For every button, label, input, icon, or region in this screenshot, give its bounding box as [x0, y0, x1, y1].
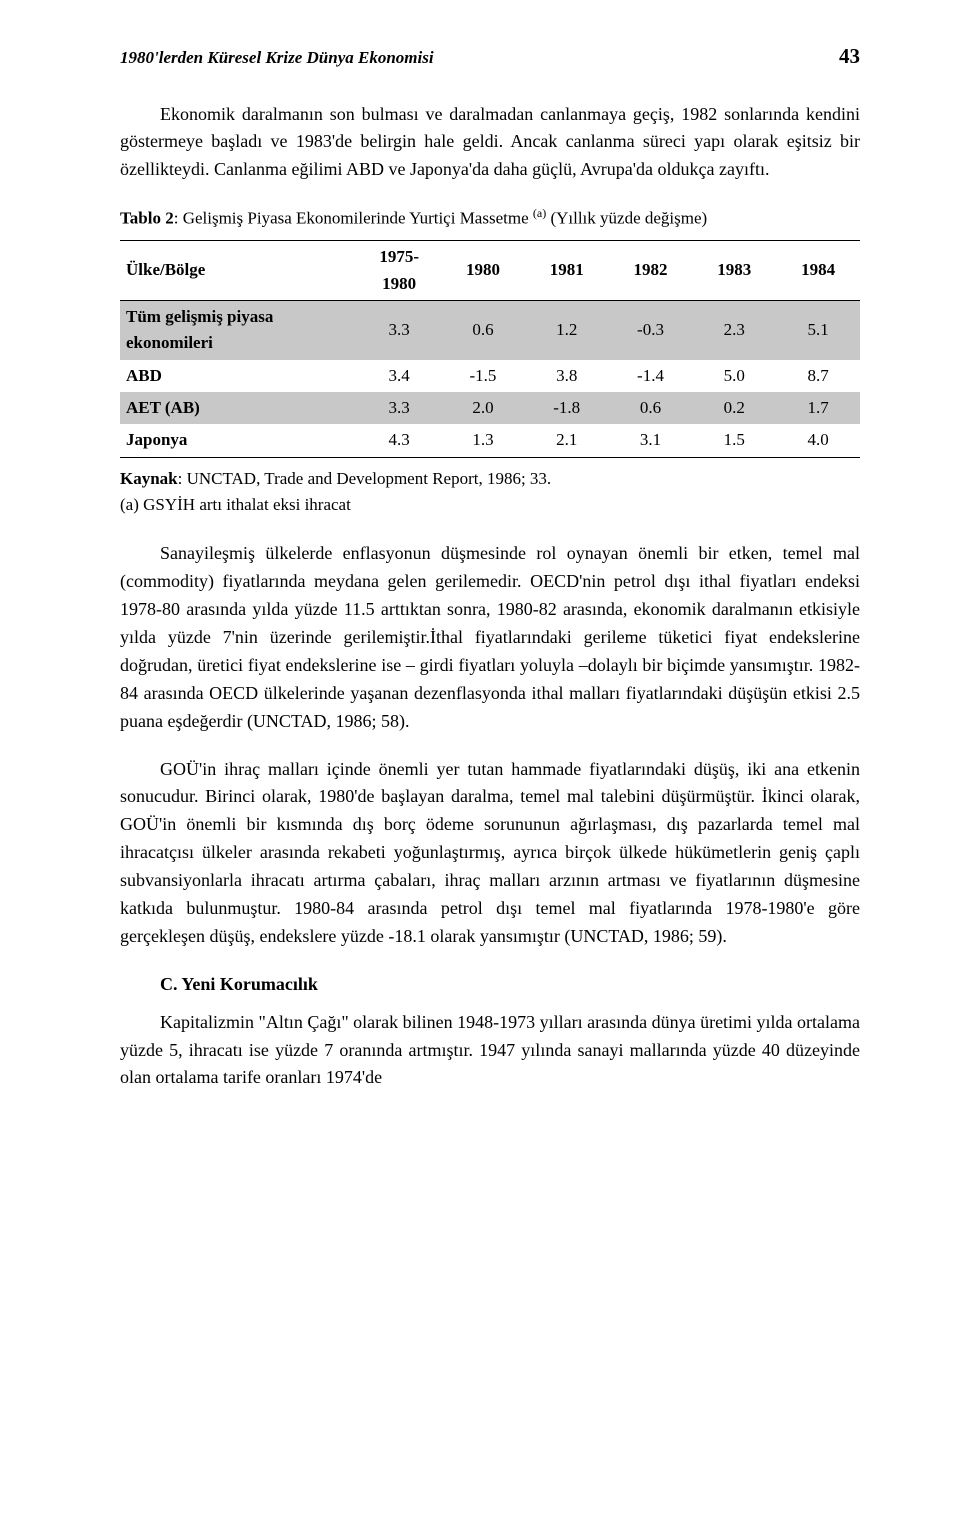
cell: 1.7 [776, 392, 860, 424]
cell: 4.0 [776, 424, 860, 457]
table-head: Ülke/Bölge1975-198019801981198219831984 [120, 241, 860, 301]
cell: 1.3 [441, 424, 525, 457]
col-header: 1983 [692, 241, 776, 301]
data-table: Ülke/Bölge1975-198019801981198219831984 … [120, 240, 860, 457]
header-title: 1980'lerden Küresel Krize Dünya Ekonomis… [120, 45, 434, 71]
col-header: 1981 [525, 241, 609, 301]
cell: 2.0 [441, 392, 525, 424]
cell: 3.1 [609, 424, 693, 457]
table-caption-sup: (a) [533, 206, 546, 220]
table-row: Japonya4.31.32.13.11.54.0 [120, 424, 860, 457]
cell: 2.3 [692, 300, 776, 359]
row-label: Tüm gelişmiş piyasa ekonomileri [120, 300, 357, 359]
source-label: Kaynak [120, 469, 178, 488]
table-caption-text: : Gelişmiş Piyasa Ekonomilerinde Yurtiçi… [174, 209, 533, 228]
table-caption: Tablo 2: Gelişmiş Piyasa Ekonomilerinde … [120, 204, 860, 232]
table-row: AET (AB)3.32.0-1.80.60.21.7 [120, 392, 860, 424]
col-header: 1975-1980 [357, 241, 441, 301]
cell: -1.5 [441, 360, 525, 392]
cell: 2.1 [525, 424, 609, 457]
row-label: AET (AB) [120, 392, 357, 424]
col-header: 1984 [776, 241, 860, 301]
cell: 3.3 [357, 392, 441, 424]
col-header: 1982 [609, 241, 693, 301]
table-source: Kaynak: UNCTAD, Trade and Development Re… [120, 466, 860, 492]
cell: 0.6 [441, 300, 525, 359]
cell: 1.5 [692, 424, 776, 457]
col-header: 1980 [441, 241, 525, 301]
cell: -0.3 [609, 300, 693, 359]
section-heading: C. Yeni Korumacılık [160, 971, 860, 999]
cell: 3.4 [357, 360, 441, 392]
paragraph-4: Kapitalizmin "Altın Çağı" olarak bilinen… [120, 1009, 860, 1093]
cell: 0.2 [692, 392, 776, 424]
cell: 3.3 [357, 300, 441, 359]
source-text: : UNCTAD, Trade and Development Report, … [178, 469, 552, 488]
cell: 4.3 [357, 424, 441, 457]
page-number: 43 [839, 40, 860, 73]
table-footnote: (a) GSYİH artı ithalat eksi ihracat [120, 492, 860, 518]
table-caption-prefix: Tablo 2 [120, 209, 174, 228]
cell: 3.8 [525, 360, 609, 392]
col-header-rowhead: Ülke/Bölge [120, 241, 357, 301]
cell: -1.8 [525, 392, 609, 424]
cell: 5.0 [692, 360, 776, 392]
row-label: ABD [120, 360, 357, 392]
cell: 5.1 [776, 300, 860, 359]
paragraph-3: GOÜ'in ihraç malları içinde önemli yer t… [120, 756, 860, 951]
paragraph-2: Sanayileşmiş ülkelerde enflasyonun düşme… [120, 540, 860, 735]
cell: -1.4 [609, 360, 693, 392]
table-row: ABD3.4-1.53.8-1.45.08.7 [120, 360, 860, 392]
cell: 8.7 [776, 360, 860, 392]
table-body: Tüm gelişmiş piyasa ekonomileri3.30.61.2… [120, 300, 860, 457]
table-caption-suffix: (Yıllık yüzde değişme) [546, 209, 707, 228]
row-label: Japonya [120, 424, 357, 457]
running-header: 1980'lerden Küresel Krize Dünya Ekonomis… [120, 40, 860, 73]
cell: 1.2 [525, 300, 609, 359]
table-row: Tüm gelişmiş piyasa ekonomileri3.30.61.2… [120, 300, 860, 359]
paragraph-intro: Ekonomik daralmanın son bulması ve daral… [120, 101, 860, 185]
cell: 0.6 [609, 392, 693, 424]
